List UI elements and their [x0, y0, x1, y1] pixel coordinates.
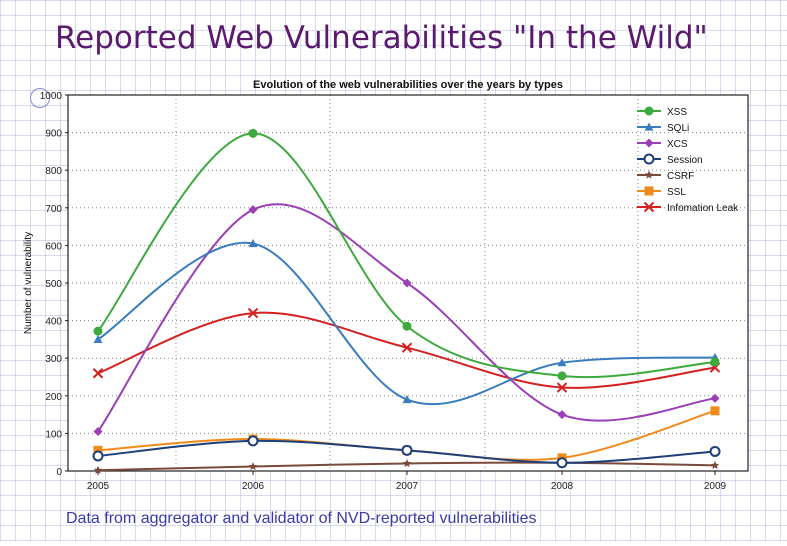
data-point-xcs	[402, 278, 412, 288]
legend-label-csrf: CSRF	[667, 171, 694, 182]
y-tick-label: 800	[45, 166, 62, 177]
data-point-session	[709, 445, 721, 457]
slide-footnote: Data from aggregator and validator of NV…	[66, 510, 537, 527]
data-point-infomation-leak	[401, 342, 413, 353]
legend-label-session: Session	[667, 155, 703, 166]
data-point-csrf	[402, 458, 412, 468]
data-point-infomation-leak	[247, 307, 259, 319]
data-point-xss	[402, 321, 412, 331]
data-point-ssl	[710, 406, 720, 416]
legend-marker-csrf	[644, 170, 654, 179]
x-tick-label: 2005	[87, 481, 110, 492]
legend-marker-infomation-leak-stroke	[643, 201, 655, 213]
y-tick-label: 100	[45, 429, 62, 440]
y-tick-label: 1000	[40, 91, 63, 102]
legend-marker-ssl	[644, 186, 654, 196]
data-point-xss	[557, 371, 567, 381]
x-tick-label: 2009	[704, 481, 727, 492]
y-tick-label: 300	[45, 354, 62, 365]
data-point-infomation-leak-stroke	[92, 368, 104, 379]
series-line-sqli	[97, 241, 716, 406]
legend-label-xss: XSS	[667, 107, 687, 118]
data-point-sqli	[557, 358, 567, 367]
legend-marker-session	[643, 153, 655, 165]
y-tick-label: 700	[45, 204, 62, 215]
series-line-xss	[97, 132, 716, 379]
data-point-csrf	[248, 461, 258, 471]
legend-marker-xcs	[644, 138, 654, 148]
data-point-infomation-leak	[92, 368, 104, 379]
legend-label-sqli: SQLi	[667, 123, 689, 134]
data-point-xcs	[710, 393, 720, 403]
data-point-infomation-leak-stroke	[247, 307, 259, 319]
y-tick-label: 200	[45, 392, 62, 403]
y-axis-label: Number of vulnerability	[23, 232, 34, 334]
data-point-session	[401, 444, 413, 456]
chart-legend: XSS SQLi XCS Session CSRF SSL Infomation Leak	[637, 106, 739, 214]
data-point-xss	[93, 326, 103, 336]
data-point-session	[556, 457, 568, 469]
data-point-session	[247, 435, 259, 447]
data-point-csrf	[93, 465, 103, 474]
legend-label-xcs: XCS	[667, 139, 688, 150]
data-point-ssl	[93, 445, 103, 455]
slide-decoration-circle	[30, 88, 50, 108]
legend-label-ssl: SSL	[667, 187, 686, 198]
y-tick-label: 900	[45, 129, 62, 140]
legend-label-infomation-leak: Infomation Leak	[667, 203, 739, 214]
x-tick-label: 2008	[551, 481, 574, 492]
y-tick-label: 0	[56, 467, 62, 478]
legend-marker-sqli	[644, 122, 654, 131]
data-point-sqli	[93, 334, 103, 343]
slide-title: Reported Web Vulnerabilities "In the Wil…	[55, 20, 708, 56]
x-tick-label: 2006	[242, 481, 265, 492]
series-line-xcs	[97, 203, 716, 433]
data-point-infomation-leak-stroke	[556, 382, 568, 393]
y-tick-label: 400	[45, 317, 62, 328]
data-point-xss	[248, 128, 258, 138]
data-point-infomation-leak-stroke	[401, 342, 413, 353]
legend-marker-infomation-leak	[643, 201, 655, 213]
x-tick-label: 2007	[396, 481, 419, 492]
data-point-session	[92, 450, 104, 462]
data-point-xcs	[557, 410, 567, 420]
y-tick-label: 500	[45, 279, 62, 290]
data-point-xcs	[248, 205, 258, 215]
data-point-infomation-leak	[556, 382, 568, 393]
data-point-csrf	[710, 460, 720, 469]
data-point-xss	[710, 357, 720, 367]
data-point-sqli	[402, 395, 412, 404]
y-tick-label: 600	[45, 241, 62, 252]
series-xss	[93, 128, 720, 381]
series-session	[92, 435, 721, 469]
data-point-sqli	[248, 239, 258, 248]
chart-title: Evolution of the web vulnerabilities ove…	[253, 79, 563, 91]
legend-marker-xss	[644, 106, 654, 116]
data-point-xcs	[93, 427, 103, 437]
series-xcs	[93, 203, 720, 437]
